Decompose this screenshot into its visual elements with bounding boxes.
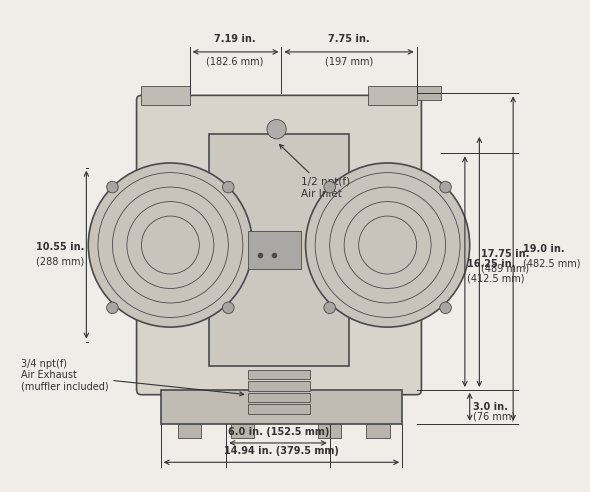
Text: (182.6 mm): (182.6 mm) bbox=[206, 57, 264, 67]
Text: 7.75 in.: 7.75 in. bbox=[328, 34, 370, 44]
Bar bbox=[417, 86, 441, 100]
Bar bbox=[248, 381, 310, 391]
Text: (288 mm): (288 mm) bbox=[36, 256, 84, 267]
Text: (489 mm): (489 mm) bbox=[481, 264, 529, 274]
Text: 17.75 in.: 17.75 in. bbox=[481, 249, 530, 259]
Bar bbox=[209, 134, 349, 366]
Text: 1/2 npt(f)
Air Inlet: 1/2 npt(f) Air Inlet bbox=[280, 145, 350, 199]
Text: (76 mm): (76 mm) bbox=[473, 411, 514, 422]
Circle shape bbox=[88, 163, 253, 327]
Text: 10.55 in.: 10.55 in. bbox=[36, 242, 84, 252]
Circle shape bbox=[440, 182, 451, 193]
Bar bbox=[248, 231, 301, 269]
Bar bbox=[248, 393, 310, 402]
Bar bbox=[318, 424, 341, 438]
Circle shape bbox=[107, 302, 118, 313]
Bar bbox=[368, 86, 417, 105]
Circle shape bbox=[324, 302, 336, 313]
Circle shape bbox=[306, 163, 470, 327]
Circle shape bbox=[107, 182, 118, 193]
Bar bbox=[178, 424, 201, 438]
Text: 7.19 in.: 7.19 in. bbox=[214, 34, 256, 44]
Text: 16.25 in.: 16.25 in. bbox=[467, 259, 515, 269]
Text: 3/4 npt(f)
Air Exhaust
(muffler included): 3/4 npt(f) Air Exhaust (muffler included… bbox=[21, 359, 244, 396]
Text: (197 mm): (197 mm) bbox=[325, 57, 373, 67]
Text: 14.94 in. (379.5 mm): 14.94 in. (379.5 mm) bbox=[224, 447, 339, 457]
Circle shape bbox=[222, 182, 234, 193]
Bar bbox=[231, 424, 254, 438]
FancyBboxPatch shape bbox=[136, 95, 421, 395]
Circle shape bbox=[440, 302, 451, 313]
Bar bbox=[366, 424, 389, 438]
Text: 19.0 in.: 19.0 in. bbox=[523, 244, 565, 254]
Circle shape bbox=[267, 120, 286, 139]
Text: 6.0 in. (152.5 mm): 6.0 in. (152.5 mm) bbox=[228, 427, 329, 437]
Bar bbox=[248, 404, 310, 414]
Bar bbox=[142, 86, 189, 105]
Text: (482.5 mm): (482.5 mm) bbox=[523, 258, 581, 268]
Text: (412.5 mm): (412.5 mm) bbox=[467, 274, 525, 283]
Text: 3.0 in.: 3.0 in. bbox=[473, 402, 507, 412]
Circle shape bbox=[222, 302, 234, 313]
Bar bbox=[248, 369, 310, 379]
Bar bbox=[160, 390, 402, 424]
Circle shape bbox=[324, 182, 336, 193]
